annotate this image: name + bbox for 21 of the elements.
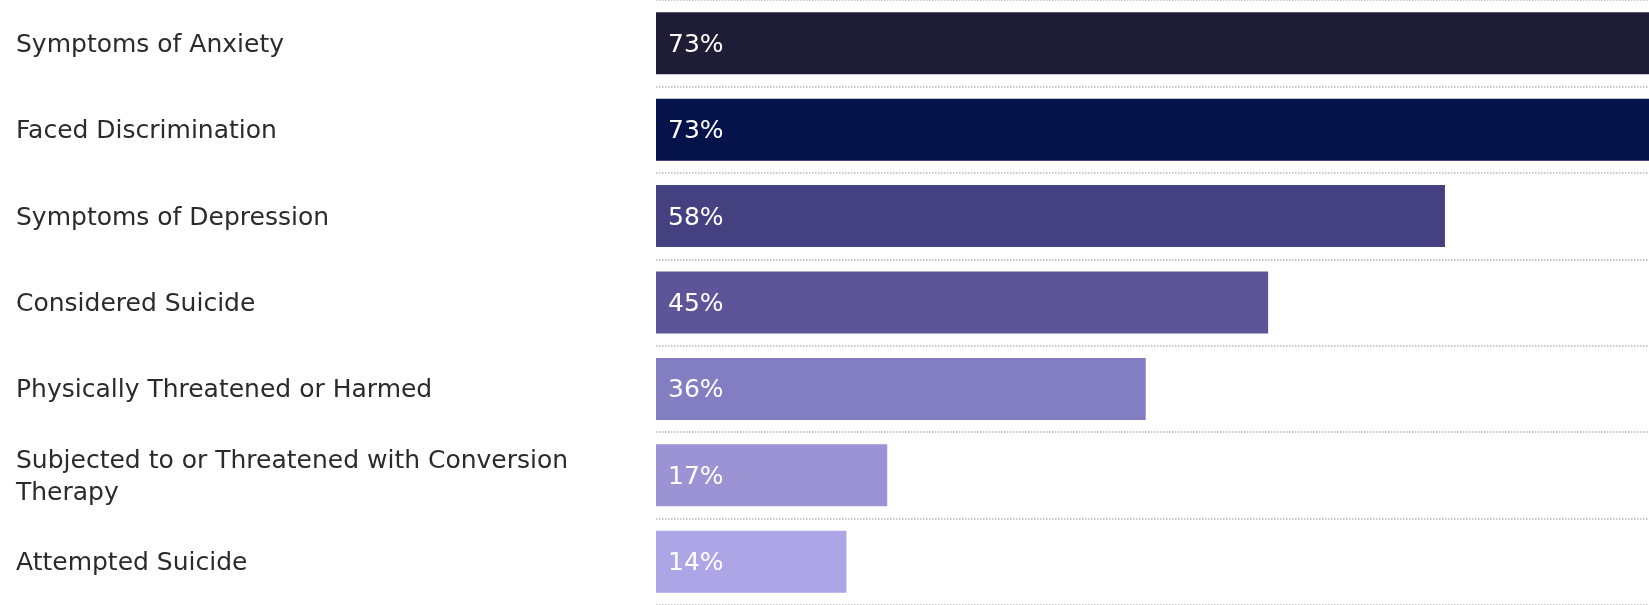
data-label: 73% [668, 115, 724, 145]
bar [656, 12, 1649, 75]
bar [656, 357, 1146, 420]
bar [656, 98, 1649, 161]
bar [656, 444, 888, 507]
y-tick-label: Symptoms of Depression [16, 201, 330, 231]
data-label: 45% [668, 288, 724, 317]
bar [656, 271, 1269, 334]
bar [656, 185, 1445, 248]
y-tick-label: Faced Discrimination [16, 115, 277, 145]
y-tick-label: Considered Suicide [16, 288, 256, 317]
y-tick-label: Subjected to or Threatened with Conversion Therapy [15, 444, 577, 506]
y-tick-label: Symptoms of Anxiety [16, 28, 285, 58]
y-tick-label: Attempted Suicide [16, 547, 248, 577]
data-label: 14% [668, 547, 724, 577]
data-label: 36% [668, 374, 724, 404]
y-tick-label: Physically Threatened or Harmed [16, 374, 433, 404]
data-label: 73% [668, 28, 724, 58]
data-label: 17% [668, 460, 724, 490]
data-label: 58% [668, 201, 724, 231]
bar [656, 530, 847, 593]
